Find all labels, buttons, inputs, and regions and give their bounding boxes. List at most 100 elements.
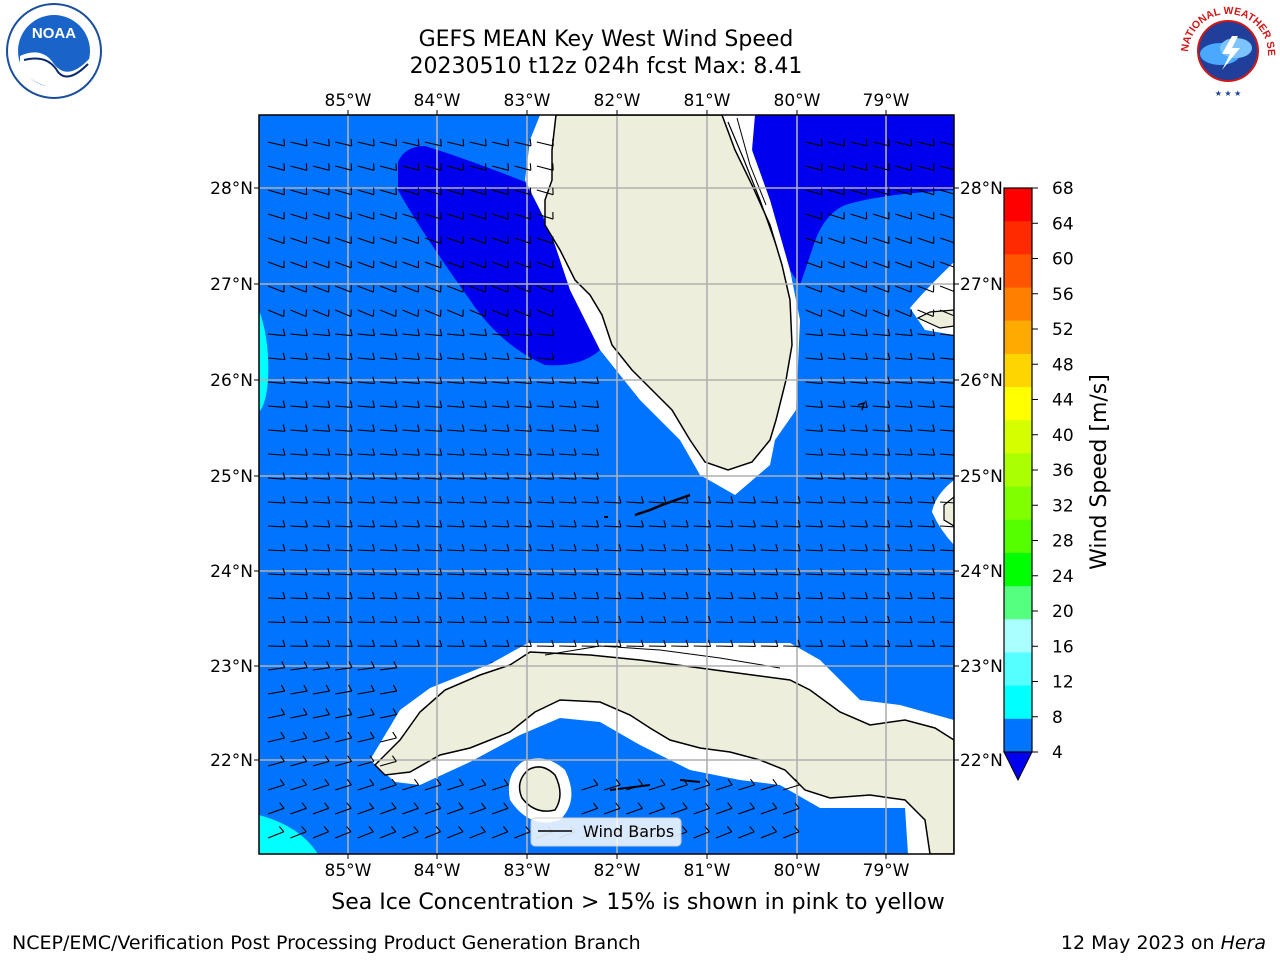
lat-tick-label-left: 28°N <box>210 179 253 199</box>
wind-barb <box>491 352 510 361</box>
wind-barb <box>536 212 554 220</box>
wind-barb <box>267 285 285 293</box>
wind-barb <box>559 496 577 504</box>
wind-barb <box>379 187 397 196</box>
wind-barb <box>312 543 331 552</box>
wind-barb <box>335 260 352 269</box>
wind-barb <box>693 639 712 648</box>
wind-barb <box>536 187 554 196</box>
wind-barb <box>491 778 509 791</box>
lon-tick-label-top: 81°W <box>684 91 731 111</box>
wind-barb <box>603 778 621 791</box>
wind-barb <box>827 236 845 244</box>
wind-barb <box>827 615 846 624</box>
wind-barb <box>872 448 891 456</box>
wind-barb <box>491 138 510 147</box>
wind-barb <box>671 543 689 552</box>
wind-barb <box>290 187 308 196</box>
wind-barb <box>312 236 330 244</box>
wind-barb <box>312 684 331 695</box>
wind-barb <box>267 591 286 600</box>
lon-tick-label-top: 79°W <box>863 91 910 111</box>
wind-barb <box>491 328 510 337</box>
wind-barb <box>514 212 532 220</box>
wind-barb <box>514 236 532 244</box>
wind-barb <box>267 472 286 480</box>
wind-barb <box>536 352 555 361</box>
wind-barb <box>491 543 510 552</box>
wind-barb <box>267 731 285 743</box>
wind-barb <box>312 187 330 196</box>
wind-barb <box>379 591 398 600</box>
wind-barb <box>917 496 936 504</box>
wind-barb <box>536 285 554 293</box>
wind-barb <box>805 285 823 293</box>
wind-barb <box>827 472 846 480</box>
wind-barb <box>335 400 353 408</box>
wind-barb <box>335 802 352 815</box>
wind-barb <box>379 615 398 624</box>
wind-barb <box>267 138 286 147</box>
wind-barb <box>447 400 465 408</box>
wind-barb <box>939 357 954 360</box>
wind-barb <box>402 424 420 432</box>
wind-barb <box>559 615 577 624</box>
wind-barb <box>626 591 644 600</box>
wind-barb <box>827 520 846 528</box>
wind-barb <box>872 163 890 171</box>
wind-barb <box>290 708 308 719</box>
wind-barb <box>581 496 600 504</box>
wind-barb <box>469 309 487 318</box>
wind-barb <box>514 138 532 147</box>
wind-barb <box>290 661 308 671</box>
wind-barb <box>491 615 510 624</box>
wind-barb <box>760 567 779 576</box>
wind-barb <box>312 731 330 743</box>
wind-barb <box>536 520 555 528</box>
wind-barb <box>469 496 488 504</box>
wind-barb <box>536 163 554 171</box>
wind-barb <box>290 285 308 293</box>
wind-barb <box>805 400 824 408</box>
wind-barb <box>290 309 308 318</box>
wind-barb <box>447 163 465 171</box>
wind-barb <box>335 212 352 220</box>
wind-barb <box>939 501 954 504</box>
wind-barb <box>402 352 420 361</box>
wind-barb <box>267 708 286 719</box>
wind-barb <box>559 520 577 528</box>
wind-barb <box>312 472 331 480</box>
wind-barb <box>581 567 600 576</box>
wind-barb <box>581 520 600 528</box>
wind-barb <box>312 496 331 504</box>
wind-barb <box>626 496 644 504</box>
wind-barb <box>357 163 375 171</box>
wind-barb <box>715 543 734 552</box>
wind-barb <box>895 615 913 624</box>
wind-barb <box>626 615 644 624</box>
wind-barb <box>917 187 935 196</box>
wind-barb <box>850 328 868 337</box>
wind-barb <box>872 285 890 293</box>
wind-barb <box>290 424 308 432</box>
wind-barb <box>469 424 488 432</box>
wind-barb <box>312 352 331 361</box>
wind-barb <box>514 615 532 624</box>
wind-barb <box>917 236 935 244</box>
wind-barb <box>357 708 375 719</box>
lat-tick-label-right: 23°N <box>960 657 1003 677</box>
wind-barb <box>805 591 824 600</box>
wind-barb <box>379 236 397 244</box>
wind-barb <box>267 163 285 171</box>
wind-barb <box>514 543 532 552</box>
wind-barb <box>491 591 510 600</box>
wind-barb <box>895 520 913 528</box>
lon-tick-label-top: 82°W <box>594 91 641 111</box>
wind-barb <box>335 661 353 671</box>
wind-barb <box>447 543 465 552</box>
wind-barb <box>267 684 286 695</box>
wind-barb <box>357 328 376 337</box>
wind-barb <box>357 400 376 408</box>
wind-barb <box>290 212 308 220</box>
wind-barb <box>379 400 398 408</box>
